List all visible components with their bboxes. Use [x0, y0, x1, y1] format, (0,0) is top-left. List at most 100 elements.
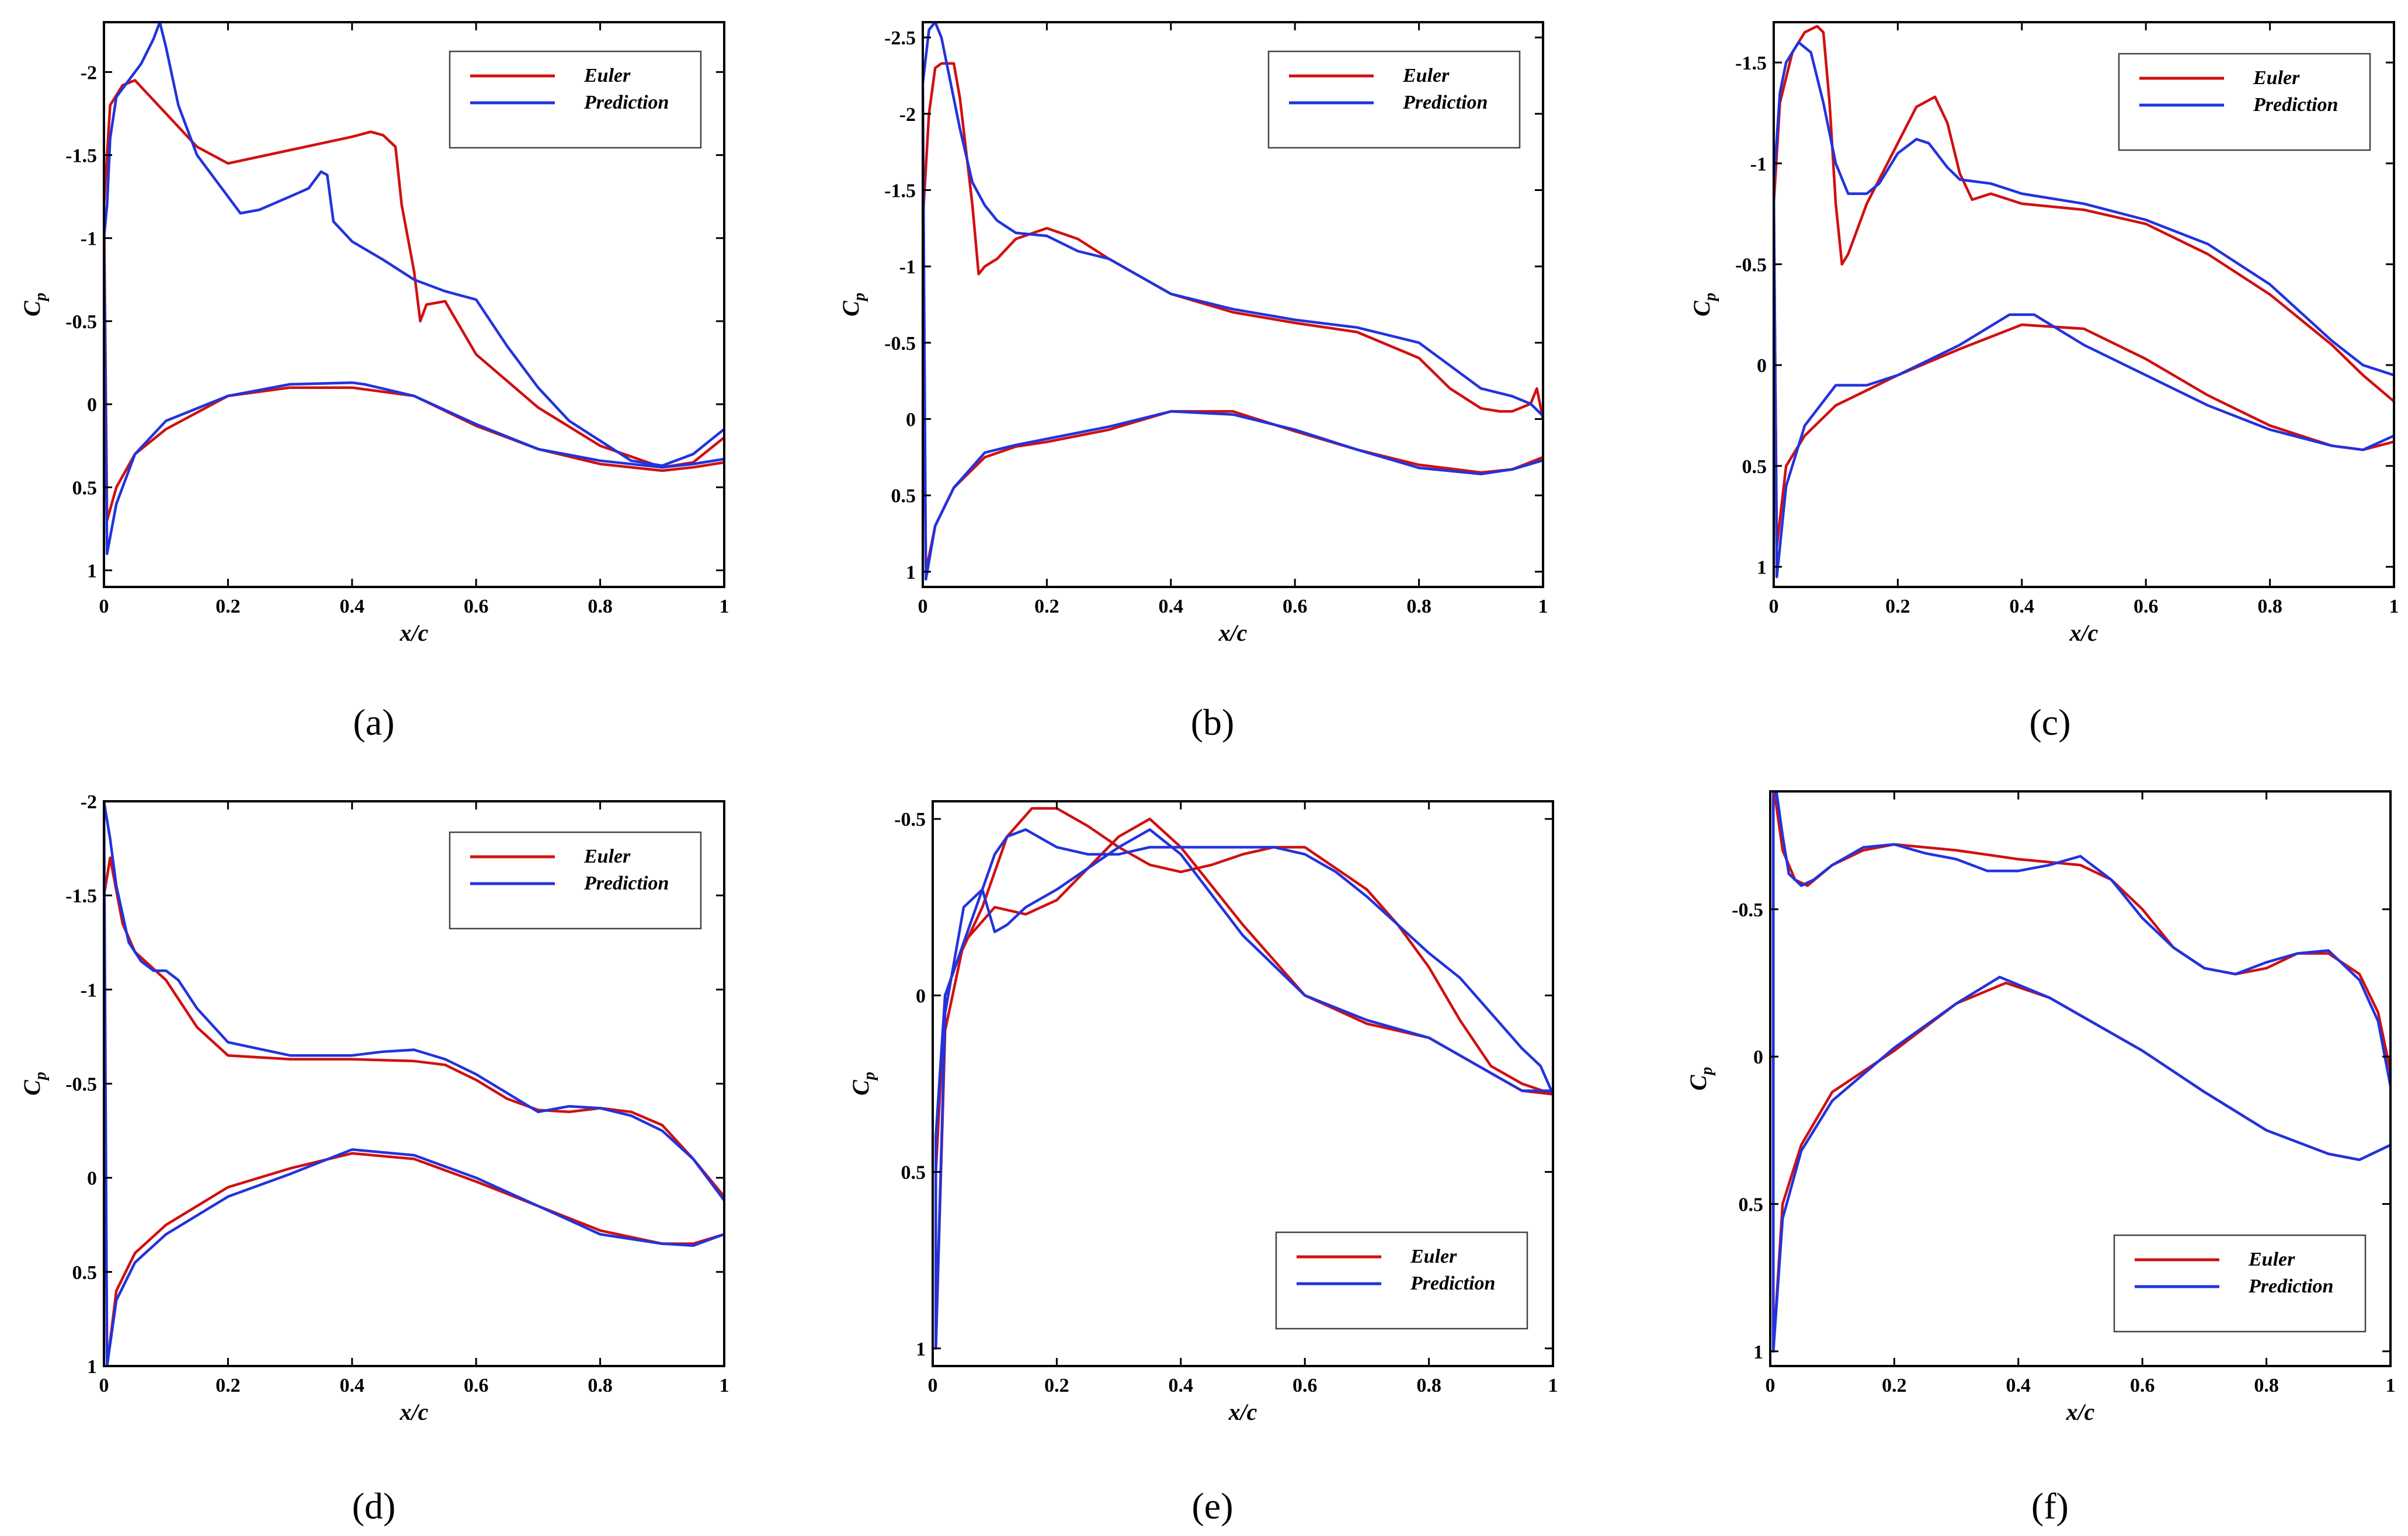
y-tick-label: -2	[899, 104, 916, 126]
plot-frame	[1773, 21, 2395, 588]
x-axis-label: x/c	[399, 1399, 429, 1425]
x-tick-label: 1	[1538, 596, 1548, 617]
y-tick-label: -1	[899, 256, 916, 278]
legend-entry-euler: Euler	[2253, 67, 2300, 89]
y-tick-label: 0	[906, 409, 916, 431]
series-line-prediction	[934, 828, 1553, 1350]
x-tick-label: 1	[2386, 1375, 2396, 1396]
x-tick-label: 0.6	[464, 596, 489, 617]
x-axis-label: x/c	[2069, 620, 2098, 646]
legend-box	[1275, 1231, 1528, 1330]
series-line-prediction	[1772, 791, 2390, 1353]
x-tick-label: 0.8	[1416, 1375, 1441, 1396]
chart-panel-1: 0 0.2 0.4 0.6 0.8 1 -2 -1.5 -1 -0.5 0 0.5 1 x/c Cp Eule…	[19, 21, 729, 743]
y-tick-label: 0.5	[901, 1162, 926, 1184]
x-tick-label: 0.8	[588, 1375, 613, 1396]
chart-panel-4: 0 0.2 0.4 0.6 0.8 1 -2 -1.5 -1 -0.5 0 0.5 1 x/c Cp Eule…	[19, 791, 729, 1527]
x-tick-label: 0.4	[2006, 1375, 2031, 1396]
legend-entry-euler: Euler	[1410, 1246, 1457, 1267]
x-tick-label: 0.2	[216, 596, 241, 617]
panel-label: (c)	[2029, 701, 2070, 743]
series-line-prediction	[104, 801, 724, 1366]
y-tick-label: 0	[1757, 355, 1767, 377]
y-tick-label: -0.5	[894, 809, 926, 830]
y-tick-label: -2	[81, 791, 97, 813]
legend-box	[449, 831, 702, 930]
plot-frame	[922, 21, 1544, 588]
y-axis-label: Cp	[1688, 293, 1719, 317]
x-axis-label: x/c	[2066, 1399, 2095, 1425]
y-tick-label: 0.5	[1742, 456, 1767, 478]
legend-entry-euler: Euler	[583, 846, 631, 867]
x-tick-label: 0.8	[2257, 596, 2282, 617]
y-tick-label: -2.5	[884, 27, 916, 49]
y-tick-label: 0.5	[1739, 1194, 1764, 1215]
x-tick-label: 0.6	[1292, 1375, 1318, 1396]
y-axis-label: Cp	[838, 293, 868, 317]
legend-entry-prediction: Prediction	[2253, 94, 2338, 116]
x-tick-label: 0.2	[1885, 596, 1910, 617]
y-tick-label: -1.5	[1735, 53, 1767, 74]
x-tick-label: 0	[99, 596, 109, 617]
y-tick-label: -0.5	[1732, 899, 1763, 921]
y-tick-label: 1	[916, 1339, 926, 1360]
x-tick-label: 0.2	[1044, 1375, 1069, 1396]
y-axis-label: Cp	[1685, 1067, 1716, 1091]
y-tick-label: 0.5	[72, 1262, 98, 1284]
panel-label: (a)	[353, 701, 394, 743]
x-tick-label: 0.8	[2254, 1375, 2279, 1396]
plot-frame	[932, 800, 1554, 1367]
x-tick-label: 0.6	[1283, 596, 1308, 617]
x-tick-label: 0	[1769, 596, 1779, 617]
y-tick-label: 1	[906, 562, 916, 583]
y-tick-label: -0.5	[65, 311, 97, 333]
x-axis-label: x/c	[1228, 1399, 1257, 1425]
legend-entry-euler: Euler	[2248, 1249, 2295, 1270]
x-tick-label: 0	[928, 1375, 938, 1396]
y-tick-label: -1.5	[884, 180, 916, 201]
y-tick-label: -0.5	[884, 333, 916, 355]
y-tick-label: 1	[87, 1356, 97, 1378]
y-tick-label: 0	[87, 394, 97, 416]
legend-box	[449, 50, 702, 149]
legend-entry-prediction: Prediction	[1410, 1273, 1495, 1294]
x-axis-label: x/c	[399, 620, 429, 646]
legend-entry-prediction: Prediction	[583, 873, 669, 894]
x-tick-label: 0.6	[464, 1375, 489, 1396]
x-tick-label: 1	[1548, 1375, 1558, 1396]
legend-entry-euler: Euler	[583, 65, 631, 86]
series-line-prediction	[923, 22, 1543, 581]
series-line-prediction	[104, 22, 724, 555]
x-tick-label: 0.2	[1034, 596, 1059, 617]
plot-frame	[1769, 790, 2392, 1367]
x-tick-label: 0.8	[1406, 596, 1431, 617]
y-tick-label: -0.5	[65, 1074, 97, 1096]
legend-entry-prediction: Prediction	[583, 92, 669, 113]
chart-panel-5: 0 0.2 0.4 0.6 0.8 1 -0.5 0 0.5 1 x/c Cp Euler Predict…	[847, 800, 1558, 1527]
panel-label: (e)	[1191, 1485, 1233, 1527]
x-tick-label: 0.4	[340, 1375, 365, 1396]
x-tick-label: 1	[2389, 596, 2399, 617]
series-line-prediction	[1774, 41, 2394, 578]
panel-label: (f)	[2031, 1485, 2069, 1527]
legend-entry-prediction: Prediction	[1402, 92, 1488, 113]
y-tick-label: -1	[1750, 154, 1767, 175]
y-tick-label: 0.5	[72, 477, 98, 499]
y-tick-label: 1	[87, 561, 97, 582]
y-tick-label: -1	[81, 979, 97, 1001]
y-tick-label: -2	[81, 62, 97, 84]
y-tick-label: 1	[1753, 1342, 1763, 1363]
x-tick-label: 0.4	[340, 596, 365, 617]
x-tick-label: 0	[99, 1375, 109, 1396]
x-axis-label: x/c	[1218, 620, 1248, 646]
y-axis-label: Cp	[19, 293, 50, 317]
x-tick-label: 0.2	[216, 1375, 241, 1396]
y-tick-label: 0	[87, 1168, 97, 1190]
y-tick-label: -1.5	[65, 885, 97, 907]
series-line-euler	[104, 856, 724, 1366]
legend-box	[2118, 53, 2371, 151]
y-axis-label: Cp	[19, 1072, 50, 1096]
y-tick-label: -1	[81, 228, 97, 250]
x-tick-label: 0.4	[1169, 1375, 1194, 1396]
